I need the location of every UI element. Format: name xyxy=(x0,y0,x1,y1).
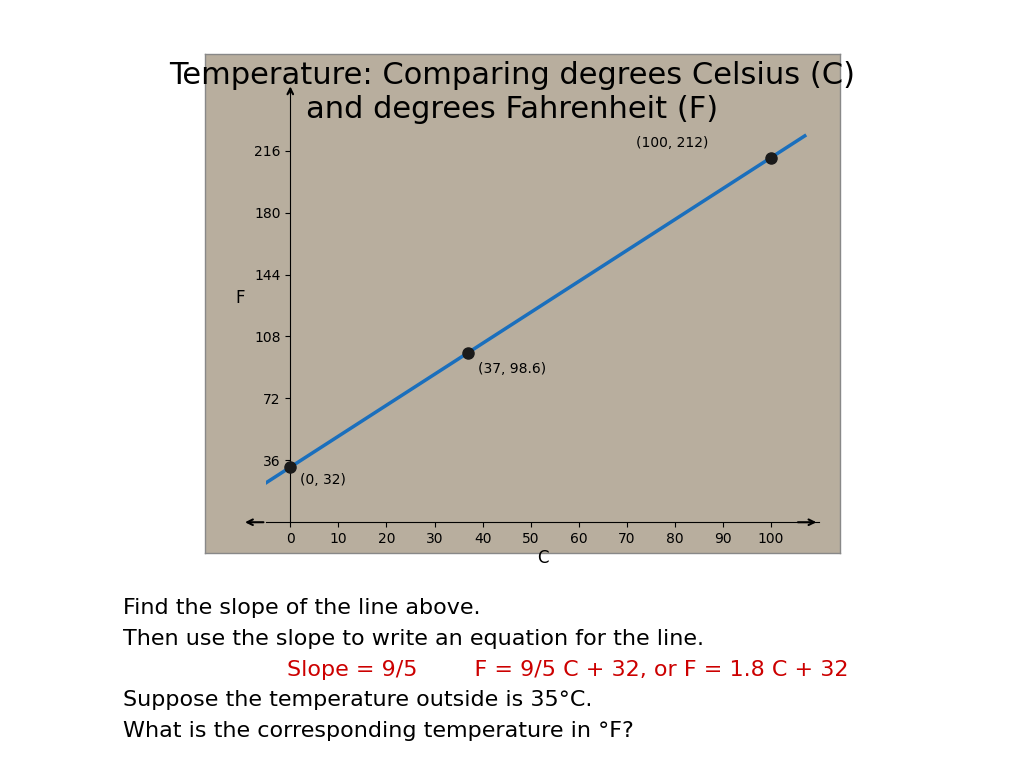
Y-axis label: F: F xyxy=(236,290,245,307)
Text: (37, 98.6): (37, 98.6) xyxy=(478,362,546,376)
Text: Temperature: Comparing degrees Celsius (C)
and degrees Fahrenheit (F): Temperature: Comparing degrees Celsius (… xyxy=(169,61,855,124)
Text: Suppose the temperature outside is 35°C.: Suppose the temperature outside is 35°C. xyxy=(123,690,592,710)
Text: Slope = 9/5        F = 9/5 C + 32, or F = 1.8 C + 32: Slope = 9/5 F = 9/5 C + 32, or F = 1.8 C… xyxy=(287,660,848,680)
Text: Then use the slope to write an equation for the line.: Then use the slope to write an equation … xyxy=(123,629,703,649)
Text: (100, 212): (100, 212) xyxy=(637,136,709,151)
X-axis label: C: C xyxy=(537,549,549,567)
Text: (0, 32): (0, 32) xyxy=(300,473,346,488)
Text: What is the corresponding temperature in °F?: What is the corresponding temperature in… xyxy=(123,721,634,741)
Text: Find the slope of the line above.: Find the slope of the line above. xyxy=(123,598,480,618)
